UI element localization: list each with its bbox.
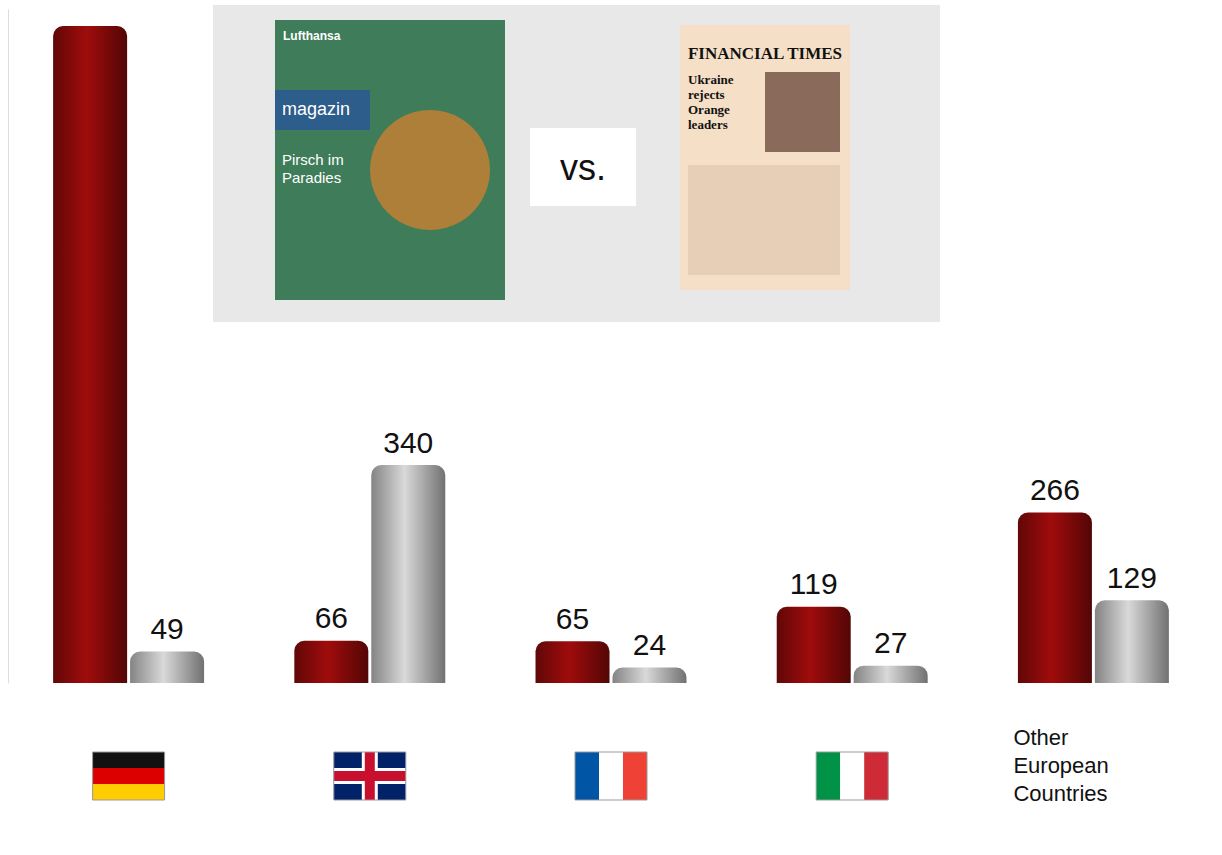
svg-text:27: 27 xyxy=(874,626,907,659)
svg-text:Ukraine: Ukraine xyxy=(688,72,737,87)
svg-text:24: 24 xyxy=(633,628,666,661)
svg-text:FINANCIAL TIMES: FINANCIAL TIMES xyxy=(688,44,842,63)
svg-text:magazin: magazin xyxy=(282,99,350,119)
svg-text:vs.: vs. xyxy=(560,147,606,188)
svg-text:Paradies: Paradies xyxy=(282,169,341,186)
svg-text:129: 129 xyxy=(1107,561,1157,594)
svg-text:leaders: leaders xyxy=(688,117,728,132)
svg-text:66: 66 xyxy=(315,601,348,634)
svg-text:65: 65 xyxy=(556,602,589,635)
svg-text:49: 49 xyxy=(150,612,183,645)
svg-text:Lufthansa: Lufthansa xyxy=(283,29,341,43)
svg-text:119: 119 xyxy=(790,567,838,600)
svg-text:Pirsch im: Pirsch im xyxy=(282,151,348,168)
svg-text:rejects: rejects xyxy=(688,87,728,102)
svg-text:European: European xyxy=(1013,753,1108,778)
svg-text:266: 266 xyxy=(1030,473,1080,506)
svg-text:340: 340 xyxy=(383,426,433,459)
svg-text:Orange: Orange xyxy=(688,102,733,117)
svg-text:Other: Other xyxy=(1013,725,1068,750)
svg-text:Countries: Countries xyxy=(1013,781,1107,806)
